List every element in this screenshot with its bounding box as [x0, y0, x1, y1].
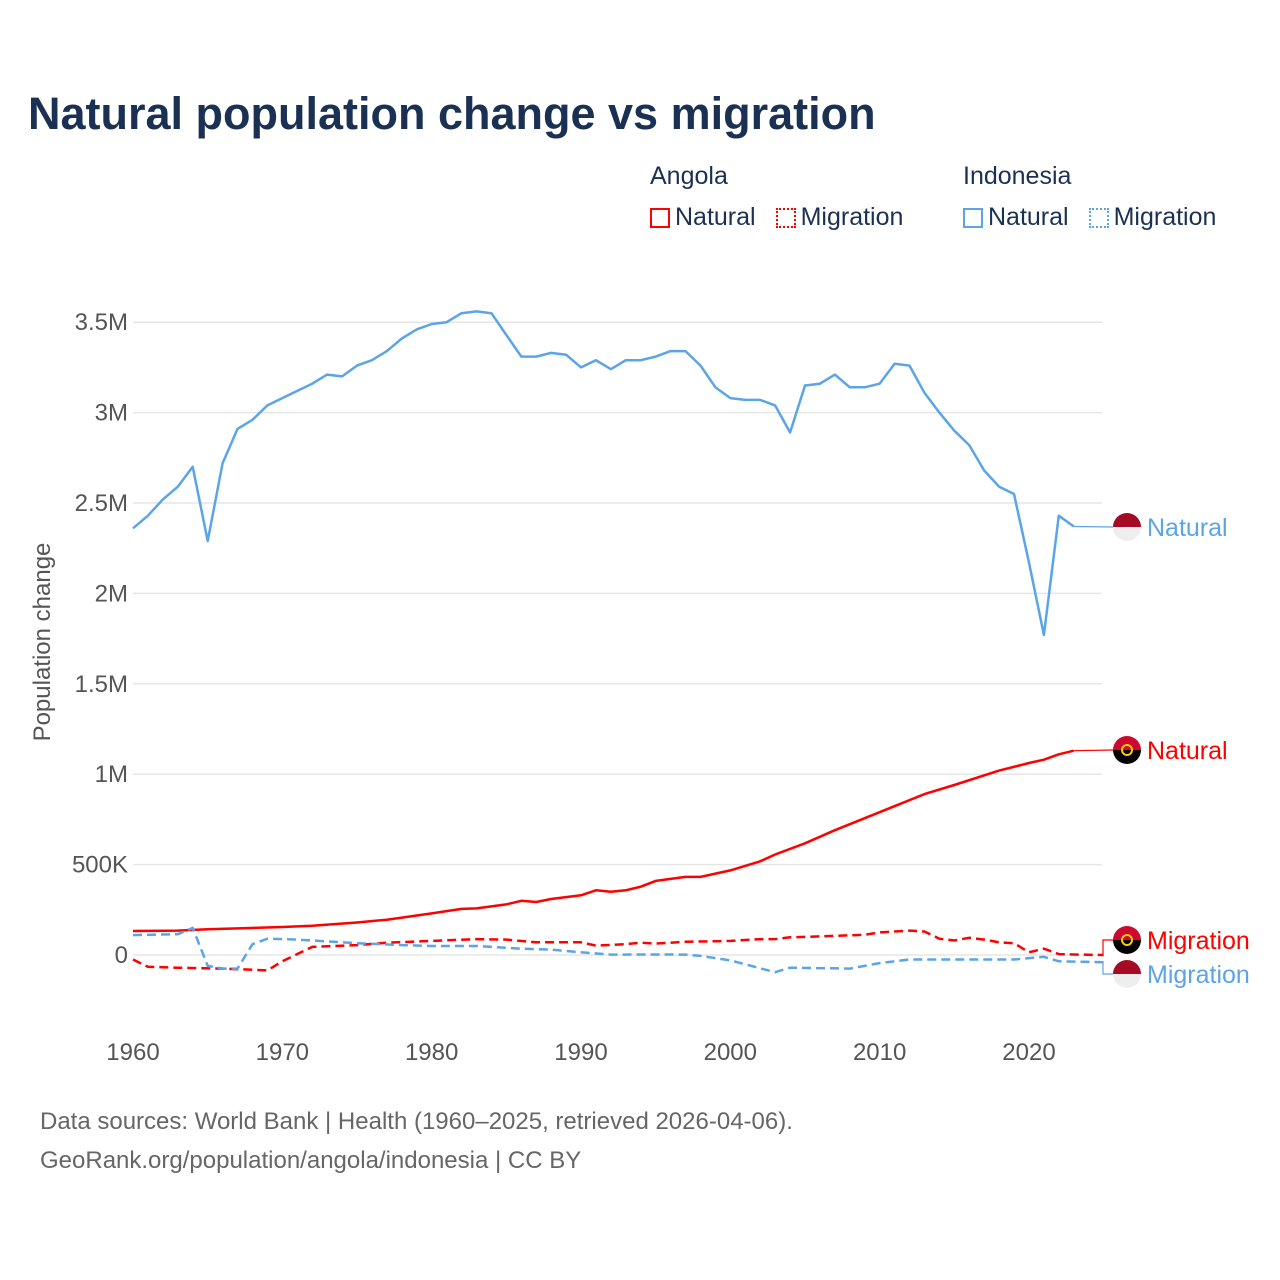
flag-bottom [1113, 527, 1141, 541]
end-label-indonesia-natural: Natural [1073, 513, 1228, 542]
legend-label: Natural [988, 203, 1069, 231]
y-tick-label: 3.5M [75, 309, 128, 336]
flag-top [1113, 513, 1141, 527]
y-tick-label: 2.5M [75, 490, 128, 517]
angola-flag-icon [1113, 926, 1141, 954]
end-label-angola-natural: Natural [1073, 736, 1228, 765]
legend-angola: Angola Natural Migration [650, 162, 903, 232]
emblem [1121, 744, 1133, 756]
solid-swatch-icon [650, 207, 670, 228]
footer-sources: Data sources: World Bank | Health (1960–… [40, 1108, 793, 1135]
legend-label: Migration [1113, 203, 1217, 231]
end-label-angola-migration: Migration [1102, 926, 1250, 956]
flag-bottom [1113, 750, 1141, 764]
end-label-text: Migration [1147, 961, 1250, 989]
chart-title: Natural population change vs migration [28, 88, 876, 139]
emblem [1121, 934, 1133, 946]
legend-item-angola-migration[interactable]: Migration [775, 203, 904, 232]
series-line-angola-migration [132, 929, 1104, 972]
indonesia-flag-icon [1113, 960, 1141, 988]
series-line-indonesia-natural [132, 310, 1075, 637]
legend-country-angola: Angola [650, 162, 728, 190]
y-tick-label: 0 [115, 942, 128, 969]
x-tick-label: 1970 [256, 1039, 309, 1066]
connector-line [1102, 961, 1113, 975]
series-line-indonesia-migration [132, 926, 1104, 974]
y-tick-label: 1M [95, 761, 128, 788]
legend-item-angola-natural[interactable]: Natural [650, 203, 756, 232]
x-tick-label: 2000 [704, 1039, 757, 1066]
flag-top [1113, 736, 1141, 750]
x-tick-label: 1990 [554, 1039, 607, 1066]
y-tick-label: 1.5M [75, 671, 128, 698]
angola-flag-icon [1113, 736, 1141, 764]
legend-country-indonesia: Indonesia [963, 162, 1072, 190]
end-label-text: Migration [1147, 927, 1250, 955]
dotted-swatch-icon [775, 207, 796, 228]
legend-label: Natural [675, 203, 756, 231]
connector-line [1102, 939, 1113, 956]
x-tick-label: 2020 [1002, 1039, 1055, 1066]
y-tick-label: 500K [72, 852, 128, 879]
x-tick-label: 1960 [106, 1039, 159, 1066]
y-tick-label: 3M [95, 400, 128, 427]
end-label-text: Natural [1147, 514, 1228, 542]
flag-bottom [1113, 940, 1141, 954]
solid-swatch-icon [963, 207, 983, 228]
series-line-angola-natural [132, 749, 1075, 933]
y-axis-label: Population change [29, 543, 56, 742]
indonesia-flag-icon [1113, 513, 1141, 541]
y-tick-label: 2M [95, 580, 128, 607]
end-label-text: Natural [1147, 737, 1228, 765]
connector-line [1073, 749, 1114, 752]
legend-item-indonesia-migration[interactable]: Migration [1088, 203, 1217, 232]
end-label-indonesia-migration: Migration [1102, 960, 1250, 989]
flag-top [1113, 926, 1141, 940]
dotted-swatch-icon [1088, 207, 1109, 228]
flag-bottom [1113, 974, 1141, 988]
legend-label: Migration [800, 203, 904, 231]
x-tick-label: 1980 [405, 1039, 458, 1066]
legend-item-indonesia-natural[interactable]: Natural [963, 203, 1069, 232]
footer-link[interactable]: GeoRank.org/population/angola/indonesia … [40, 1147, 582, 1174]
x-tick-label: 2010 [853, 1039, 906, 1066]
legend-indonesia: Indonesia Natural Migration [963, 162, 1216, 232]
flag-top [1113, 960, 1141, 974]
